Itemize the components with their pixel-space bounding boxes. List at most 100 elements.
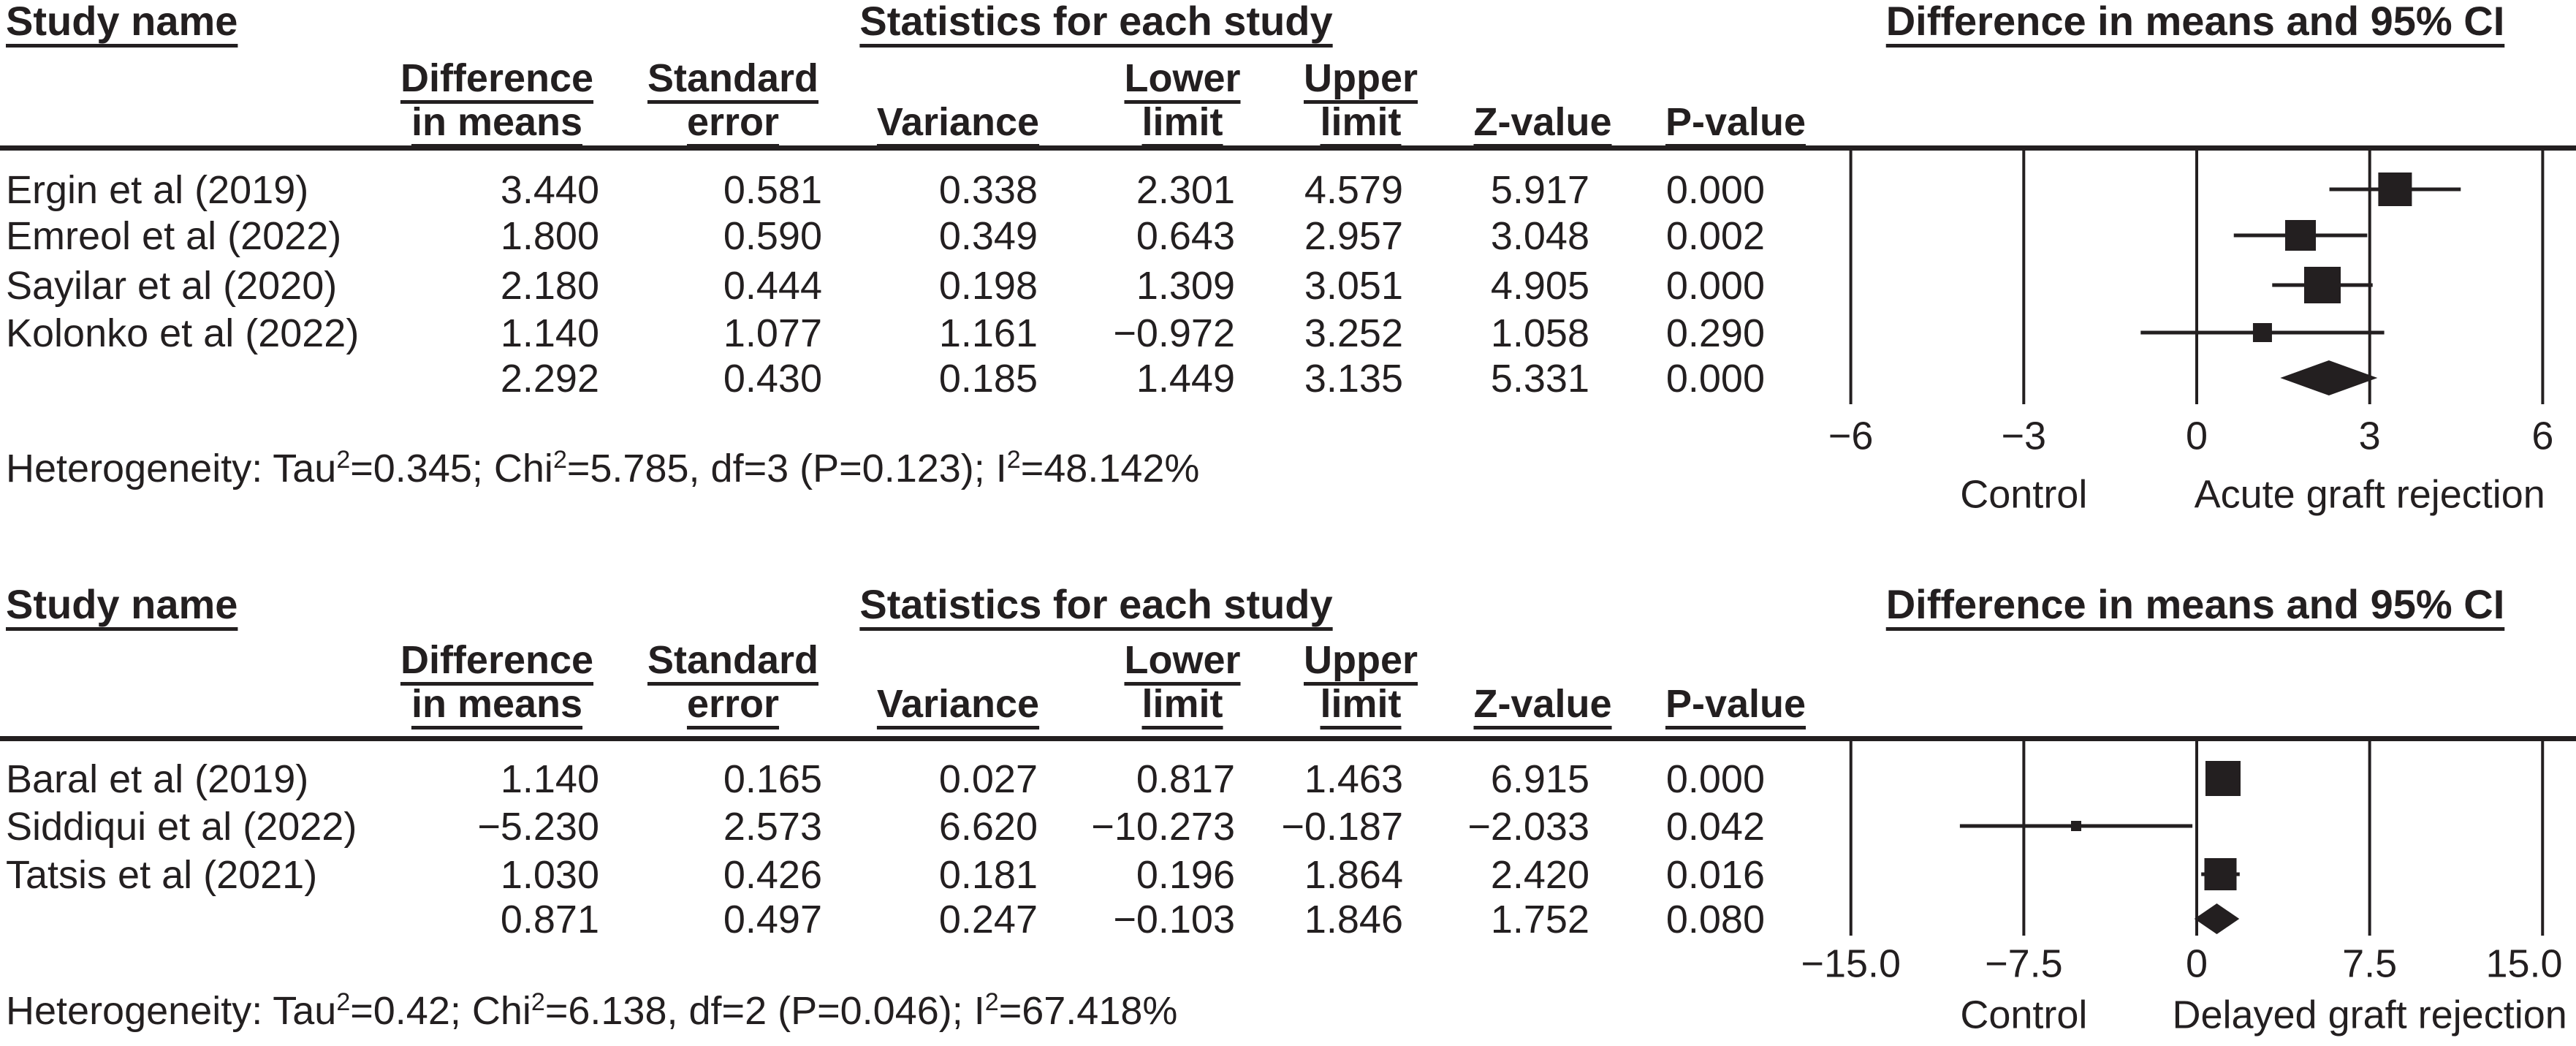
summary-cell: 0.871: [500, 898, 599, 941]
axis-tick-label: 0: [2186, 941, 2208, 985]
header-separator-line: [0, 736, 2576, 741]
table-cell: 0.817: [1136, 757, 1235, 801]
table-cell: 4.579: [1304, 168, 1403, 212]
column-header: in means: [411, 682, 583, 726]
table-cell: 1.864: [1304, 853, 1403, 897]
table-cell: 1.030: [500, 853, 599, 897]
summary-cell: 0.497: [723, 898, 822, 941]
summary-diamond: [2280, 360, 2378, 395]
heterogeneity-text: =6.138, df=2 (P=0.046); I: [544, 989, 985, 1033]
table-cell: 1.161: [938, 311, 1038, 355]
effect-box: [2252, 323, 2272, 342]
table-cell: 1.800: [500, 214, 599, 258]
table-cell: 3.252: [1304, 311, 1403, 355]
column-header: error: [686, 100, 780, 144]
group-label-left: Control: [1960, 472, 2087, 516]
group-label-right: Delayed graft rejection: [2172, 993, 2566, 1036]
summary-cell: 0.080: [1665, 898, 1765, 941]
table-cell: 4.905: [1490, 264, 1589, 308]
heterogeneity-text: Heterogeneity: Tau: [6, 989, 337, 1033]
summary-cell: 0.000: [1665, 357, 1765, 401]
column-header: limit: [1320, 100, 1402, 144]
table-cell: −0.187: [1281, 805, 1403, 849]
table-cell: 2.301: [1136, 168, 1235, 212]
table-cell: 0.000: [1665, 264, 1765, 308]
table-cell: 0.338: [938, 168, 1038, 212]
column-header: P-value: [1665, 100, 1806, 144]
effect-box: [2205, 761, 2241, 796]
table-cell: 1.140: [500, 311, 599, 355]
column-header: P-value: [1665, 682, 1806, 726]
study-name: Baral et al (2019): [6, 757, 309, 801]
column-header: Variance: [876, 100, 1040, 144]
table-cell: 0.581: [723, 168, 822, 212]
column-header: Z-value: [1473, 100, 1612, 144]
table-cell: −5.230: [477, 805, 599, 849]
column-header: Standard: [647, 56, 819, 100]
table-cell: 2.180: [500, 264, 599, 308]
superscript-2: 2: [984, 988, 999, 1016]
table-cell: 0.349: [938, 214, 1038, 258]
axis-tick-label: 3: [2359, 414, 2381, 458]
axis-tick-label: −7.5: [1985, 941, 2063, 985]
table-cell: 0.000: [1665, 757, 1765, 801]
axis-tick-label: 15.0: [2485, 941, 2562, 985]
table-cell: 1.077: [723, 311, 822, 355]
column-header: Variance: [876, 682, 1040, 726]
table-cell: 0.444: [723, 264, 822, 308]
table-cell: 0.426: [723, 853, 822, 897]
axis-tick-label: 6: [2531, 414, 2553, 458]
group-label-right: Acute graft rejection: [2195, 472, 2545, 516]
superscript-2: 2: [531, 988, 545, 1016]
table-cell: 0.000: [1665, 168, 1765, 212]
effect-box: [2378, 173, 2412, 206]
superscript-2: 2: [552, 446, 567, 474]
heterogeneity-text: =48.142%: [1020, 447, 1200, 490]
superscript-2: 2: [336, 988, 351, 1016]
axis-tick-label: −15.0: [1801, 941, 1901, 985]
summary-cell: 1.752: [1490, 898, 1589, 941]
table-cell: 0.643: [1136, 214, 1235, 258]
table-cell: 0.165: [723, 757, 822, 801]
study-name-header-panel1: Study name: [6, 0, 238, 44]
group-label-left: Control: [1960, 993, 2087, 1036]
column-header: Lower: [1124, 638, 1241, 682]
column-header: in means: [411, 100, 583, 144]
table-cell: −0.972: [1113, 311, 1235, 355]
table-cell: 0.002: [1665, 214, 1765, 258]
superscript-2: 2: [336, 446, 351, 474]
table-cell: 2.420: [1490, 853, 1589, 897]
table-cell: 1.058: [1490, 311, 1589, 355]
summary-cell: 1.846: [1304, 898, 1403, 941]
column-header: Z-value: [1473, 682, 1612, 726]
table-cell: −2.033: [1467, 805, 1589, 849]
study-name: Siddiqui et al (2022): [6, 805, 357, 849]
column-header: Upper: [1303, 638, 1418, 682]
axis-tick-label: 0: [2186, 414, 2208, 458]
column-header: Standard: [647, 638, 819, 682]
header-separator-line: [0, 145, 2576, 151]
heterogeneity-note-panel2: Heterogeneity: Tau2=0.42; Chi2=6.138, df…: [6, 990, 1177, 1032]
heterogeneity-text: =67.418%: [998, 989, 1178, 1033]
table-cell: 0.198: [938, 264, 1038, 308]
study-name: Kolonko et al (2022): [6, 311, 360, 355]
table-cell: 2.573: [723, 805, 822, 849]
heterogeneity-note-panel1: Heterogeneity: Tau2=0.345; Chi2=5.785, d…: [6, 447, 1199, 490]
column-header: limit: [1320, 682, 1402, 726]
heterogeneity-text: =0.345; Chi: [350, 447, 553, 490]
table-cell: 0.196: [1136, 853, 1235, 897]
study-name: Sayilar et al (2020): [6, 264, 338, 308]
effect-box: [2285, 220, 2317, 251]
table-cell: 0.590: [723, 214, 822, 258]
summary-cell: 0.185: [938, 357, 1038, 401]
column-header: error: [686, 682, 780, 726]
study-name: Ergin et al (2019): [6, 168, 309, 212]
column-header: Difference: [400, 56, 594, 100]
heterogeneity-text: =0.42; Chi: [350, 989, 531, 1033]
table-cell: 3.048: [1490, 214, 1589, 258]
effect-box: [2304, 267, 2341, 303]
summary-diamond: [2194, 903, 2240, 934]
effect-box: [2204, 858, 2237, 890]
